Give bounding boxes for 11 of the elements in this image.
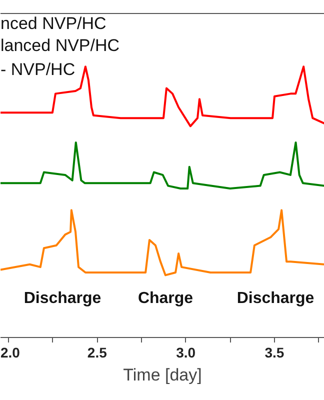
text: nced NVP/HC <box>0 14 106 33</box>
x-axis-title: Time [day] <box>123 366 202 384</box>
text: lanced NVP/HC <box>0 36 120 55</box>
x-tick-label: 3.5 <box>264 344 284 360</box>
x-tick-label: 2.0 <box>0 344 20 360</box>
x-tick-label: 2.5 <box>87 344 108 360</box>
annotation: Discharge <box>236 290 314 307</box>
annotation: - NVP/HC <box>0 60 76 79</box>
x-tick-label: 3.0 <box>176 344 196 360</box>
annotation: Discharge <box>24 290 102 307</box>
annotation: Charge <box>138 290 194 307</box>
